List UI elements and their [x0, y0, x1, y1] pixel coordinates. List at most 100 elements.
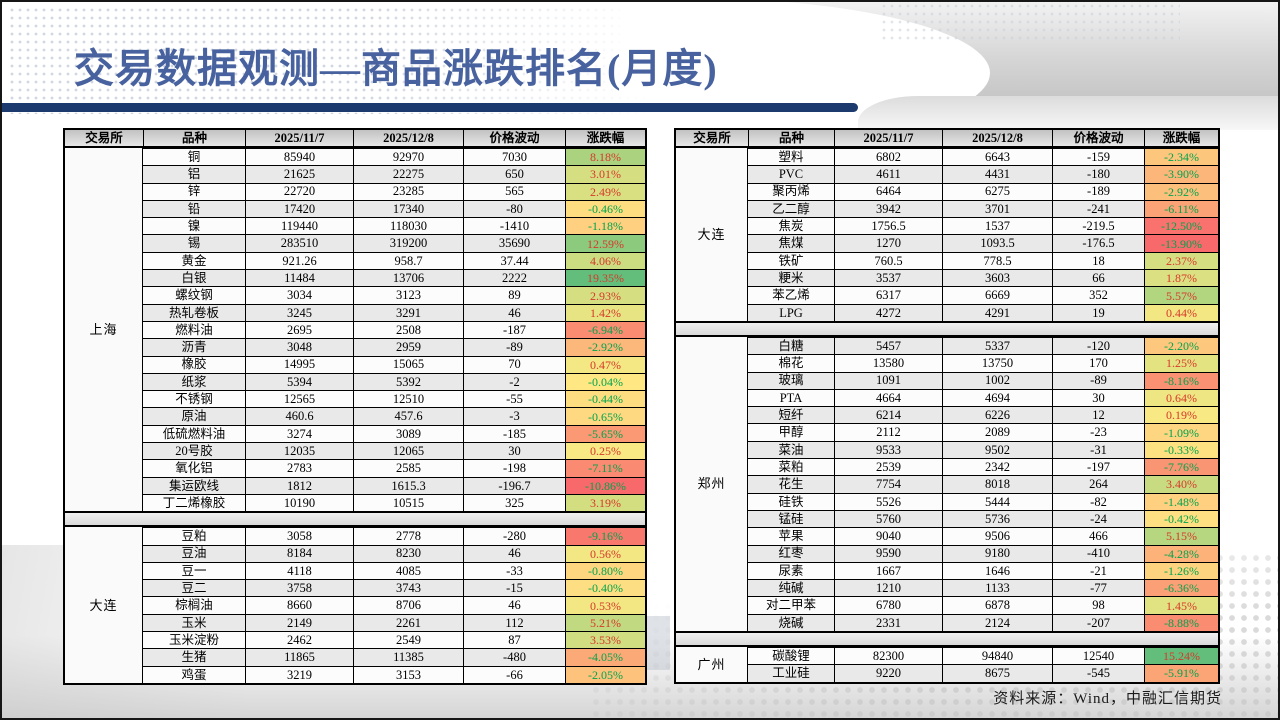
variety-cell: 铁矿	[778, 253, 804, 268]
price-new-cell: 3743	[353, 580, 463, 597]
change-cell: -159	[1052, 149, 1144, 166]
price-new-cell: 2261	[353, 614, 463, 632]
change-cell: 46	[463, 545, 565, 562]
change-cell: 89	[463, 287, 565, 304]
table-row: 烧碱 2331 2124 -207 -8.88%	[748, 613, 1218, 632]
price-new-cell: 8675	[942, 665, 1052, 682]
table-row: 豆一 4118 4085 -33 -0.80%	[143, 561, 645, 580]
block-separator	[676, 320, 1218, 337]
top-right-swoosh-graphic	[620, 0, 1280, 96]
pct-change-cell: -6.11%	[1144, 200, 1218, 218]
exchange-block-zhengzhou: 郑州 白糖 5457 5337 -120 -2.20% 棉花 13580 13	[676, 336, 1218, 632]
price-old-cell: 4611	[834, 166, 942, 183]
variety-cell: 烧碱	[778, 615, 804, 630]
price-new-cell: 3701	[942, 200, 1052, 218]
price-new-cell: 958.7	[353, 252, 463, 270]
header-cell-variety: 品种	[143, 130, 245, 146]
change-cell: -89	[1052, 372, 1144, 389]
variety-cell: LPG	[779, 305, 803, 320]
price-new-cell: 9180	[942, 545, 1052, 562]
variety-cell: 豆一	[181, 563, 207, 578]
table-row: 鸡蛋 3219 3153 -66 -2.05%	[143, 665, 645, 683]
variety-cell: 豆油	[181, 546, 207, 561]
table-row: 燃料油 2695 2508 -187 -6.94%	[143, 320, 645, 339]
price-new-cell: 2585	[353, 460, 463, 477]
price-new-cell: 3603	[942, 270, 1052, 287]
table-row: 硅铁 5526 5444 -82 -1.48%	[748, 492, 1218, 510]
pct-change-cell: -0.65%	[565, 408, 645, 425]
exchange-cell: 上海	[65, 148, 143, 512]
table-row: 螺纹钢 3034 3123 89 2.93%	[143, 286, 645, 304]
pct-change-cell: -0.42%	[1144, 510, 1218, 528]
pct-change-cell: 3.01%	[565, 166, 645, 183]
change-cell: 87	[463, 632, 565, 649]
price-old-cell: 3034	[245, 287, 353, 304]
change-cell: -23	[1052, 424, 1144, 441]
price-old-cell: 3048	[245, 339, 353, 356]
change-cell: 352	[1052, 287, 1144, 304]
exchange-cell: 郑州	[676, 336, 748, 632]
price-old-cell: 9220	[834, 665, 942, 682]
variety-cell: 棉花	[778, 356, 804, 371]
table-row: PTA 4664 4694 30 0.64%	[748, 388, 1218, 407]
change-cell: -196.7	[463, 477, 565, 494]
price-new-cell: 9502	[942, 441, 1052, 459]
table-row: 焦煤 1270 1093.5 -176.5 -13.90%	[748, 234, 1218, 252]
price-new-cell: 15065	[353, 356, 463, 373]
pct-change-cell: 0.44%	[1144, 304, 1218, 321]
table-row: 热轧卷板 3245 3291 46 1.42%	[143, 303, 645, 321]
price-old-cell: 13580	[834, 355, 942, 372]
table-row: 菜粕 2539 2342 -197 -7.76%	[748, 458, 1218, 476]
change-cell: -189	[1052, 183, 1144, 200]
price-old-cell: 921.26	[245, 252, 353, 270]
pct-change-cell: -5.91%	[1144, 665, 1218, 682]
exchange-block-dalian-left: 大连 豆粕 3058 2778 -280 -9.16% 豆油 8184 823	[65, 527, 645, 683]
table-row: 锡 283510 319200 35690 12.59%	[143, 234, 645, 252]
table-row: 豆油 8184 8230 46 0.56%	[143, 544, 645, 562]
price-new-cell: 778.5	[942, 252, 1052, 270]
table-row: 玻璃 1091 1002 -89 -8.16%	[748, 371, 1218, 389]
price-old-cell: 5457	[834, 337, 942, 355]
table-row: 铁矿 760.5 778.5 18 2.37%	[748, 251, 1218, 270]
change-cell: -207	[1052, 614, 1144, 632]
price-new-cell: 2508	[353, 321, 463, 339]
table-row: 纸浆 5394 5392 -2 -0.04%	[143, 372, 645, 391]
table-row: 甲醇 2112 2089 -23 -1.09%	[748, 423, 1218, 441]
change-cell: -15	[463, 580, 565, 597]
table-row: 纯碱 1210 1133 -77 -6.36%	[748, 579, 1218, 597]
table-row: PVC 4611 4431 -180 -3.90%	[748, 165, 1218, 183]
change-cell: -82	[1052, 493, 1144, 510]
table-row: 豆二 3758 3743 -15 -0.40%	[143, 579, 645, 597]
price-old-cell: 2695	[245, 321, 353, 339]
change-cell: -410	[1052, 545, 1144, 562]
table-row: 焦炭 1756.5 1537 -219.5 -12.50%	[748, 217, 1218, 235]
price-new-cell: 1646	[942, 562, 1052, 580]
change-cell: 650	[463, 166, 565, 183]
change-cell: 30	[463, 443, 565, 460]
price-old-cell: 3274	[245, 425, 353, 443]
change-cell: -187	[463, 321, 565, 339]
price-old-cell: 6464	[834, 183, 942, 200]
variety-cell: 纯碱	[778, 581, 804, 596]
table-row: 聚丙烯 6464 6275 -189 -2.92%	[748, 182, 1218, 200]
price-new-cell: 92970	[353, 149, 463, 166]
price-new-cell: 94840	[942, 648, 1052, 665]
price-old-cell: 6802	[834, 149, 942, 166]
price-old-cell: 82300	[834, 648, 942, 665]
price-old-cell: 1091	[834, 372, 942, 389]
table-row: 苹果 9040 9506 466 5.15%	[748, 527, 1218, 545]
change-cell: -3	[463, 408, 565, 425]
price-old-cell: 2783	[245, 460, 353, 477]
header-cell-exchange: 交易所	[85, 130, 123, 145]
pct-change-cell: -0.40%	[565, 580, 645, 597]
variety-cell: 纸浆	[181, 374, 207, 389]
variety-cell: 沥青	[181, 340, 207, 355]
price-old-cell: 2149	[245, 614, 353, 632]
variety-cell: 甲醇	[778, 425, 804, 440]
table-row: 短纤 6214 6226 12 0.19%	[748, 406, 1218, 424]
price-old-cell: 9590	[834, 545, 942, 562]
variety-cell: 豆二	[181, 581, 207, 596]
price-new-cell: 6643	[942, 149, 1052, 166]
change-cell: -241	[1052, 200, 1144, 218]
table-row: 玉米淀粉 2462 2549 87 3.53%	[143, 631, 645, 649]
